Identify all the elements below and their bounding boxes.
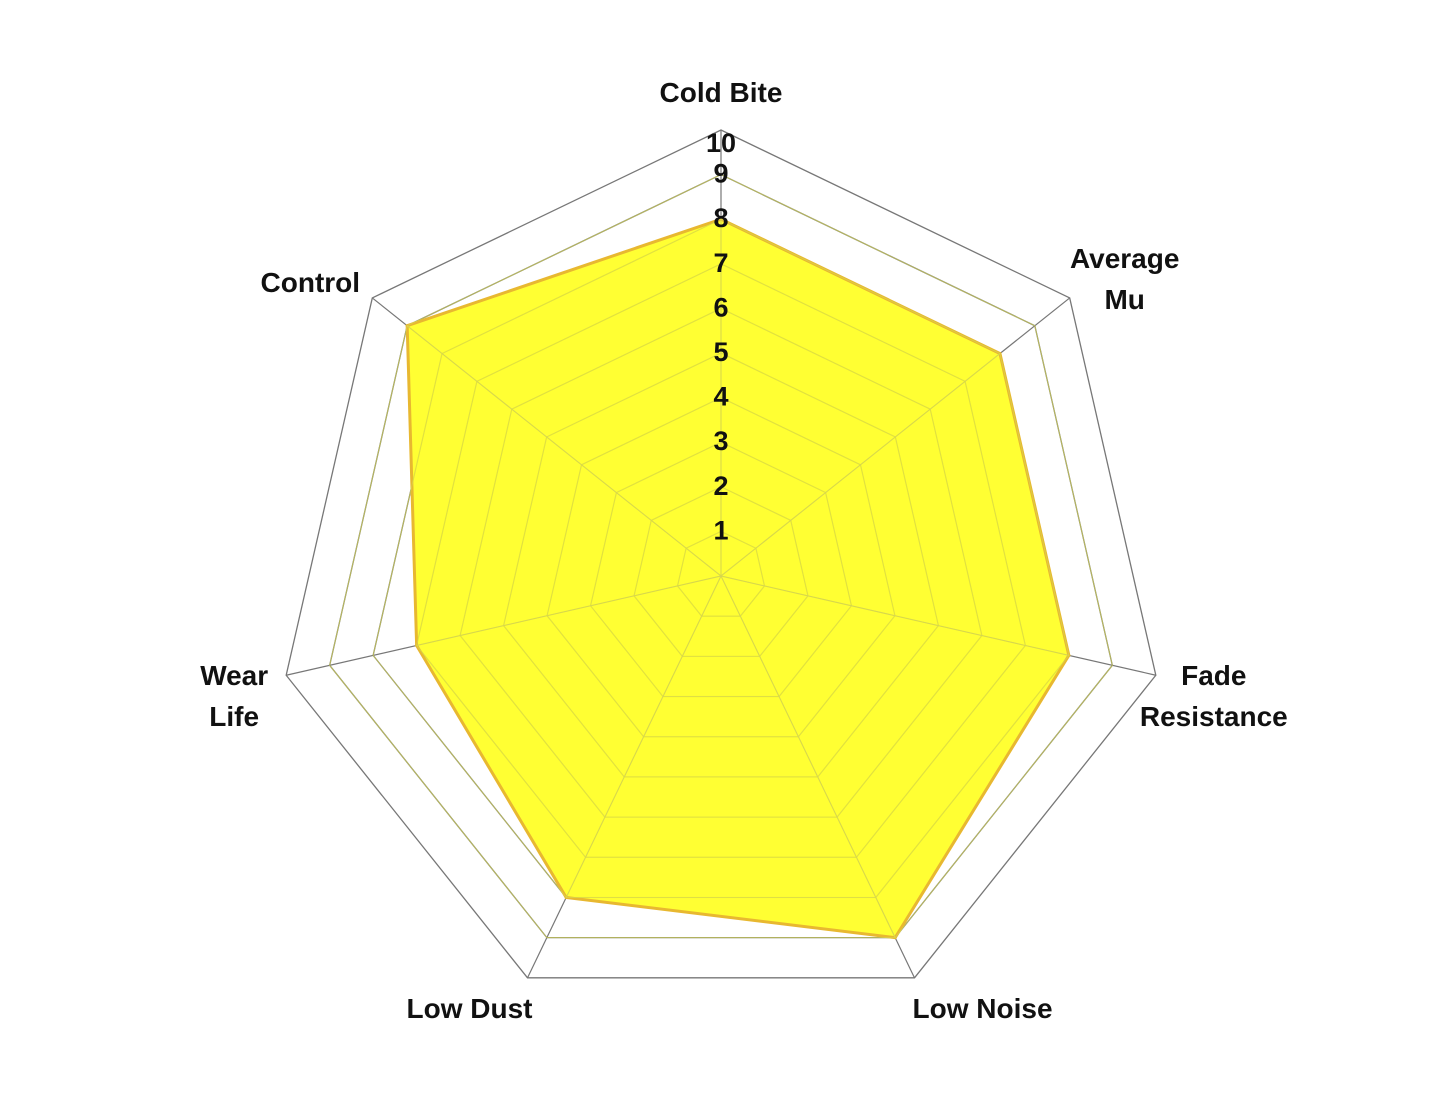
axis-label-average-mu: Average Mu [1070, 243, 1179, 315]
inner-spoke [406, 325, 722, 577]
tick-label: 10 [706, 128, 736, 158]
axis-label-control: Control [261, 267, 361, 298]
inner-spoke [720, 575, 896, 938]
inner-ring-2 [633, 486, 809, 657]
axis-label-fade-resistance: Fade Resistance [1140, 660, 1288, 732]
inner-ring-8 [372, 218, 1070, 898]
inner-ring-9 [329, 174, 1113, 939]
grid-ring-10 [285, 129, 1157, 979]
inner-ring-6 [459, 307, 983, 818]
inner-ring-3 [590, 441, 852, 698]
inner-spoke [565, 575, 722, 898]
inner-ring-1 [676, 530, 766, 617]
axis-label-low-dust: Low Dust [406, 993, 532, 1024]
inner-ring-4 [546, 397, 896, 738]
tick-label: 1 [713, 515, 728, 545]
data-polygon [405, 217, 1071, 940]
inner-spoke [416, 575, 722, 646]
tick-labels: 1 2 3 4 5 6 7 8 910 [706, 128, 736, 545]
tick-label: 7 [713, 248, 728, 278]
tick-label: 9 [713, 159, 728, 189]
tick-label: 6 [713, 292, 728, 322]
axis-label-cold-bite: Cold Bite [660, 77, 783, 108]
inner-ring-5 [503, 352, 939, 778]
inner-spoke [720, 575, 1069, 656]
tick-label: 8 [713, 203, 728, 233]
inner-grid [329, 174, 1113, 939]
tick-label: 4 [713, 382, 728, 412]
axis-label-wear-life: Wear Life [200, 660, 268, 732]
tick-label: 3 [713, 426, 728, 456]
tick-label: 2 [713, 471, 728, 501]
inner-spoke [720, 353, 1001, 577]
inner-ring-7 [416, 263, 1026, 858]
axis-labels: Cold Bite Average Mu Fade Resistance Low Nois… [200, 77, 1288, 1024]
tick-label: 5 [713, 337, 728, 367]
data-area [405, 217, 1071, 940]
axis-label-low-noise: Low Noise [913, 993, 1053, 1024]
